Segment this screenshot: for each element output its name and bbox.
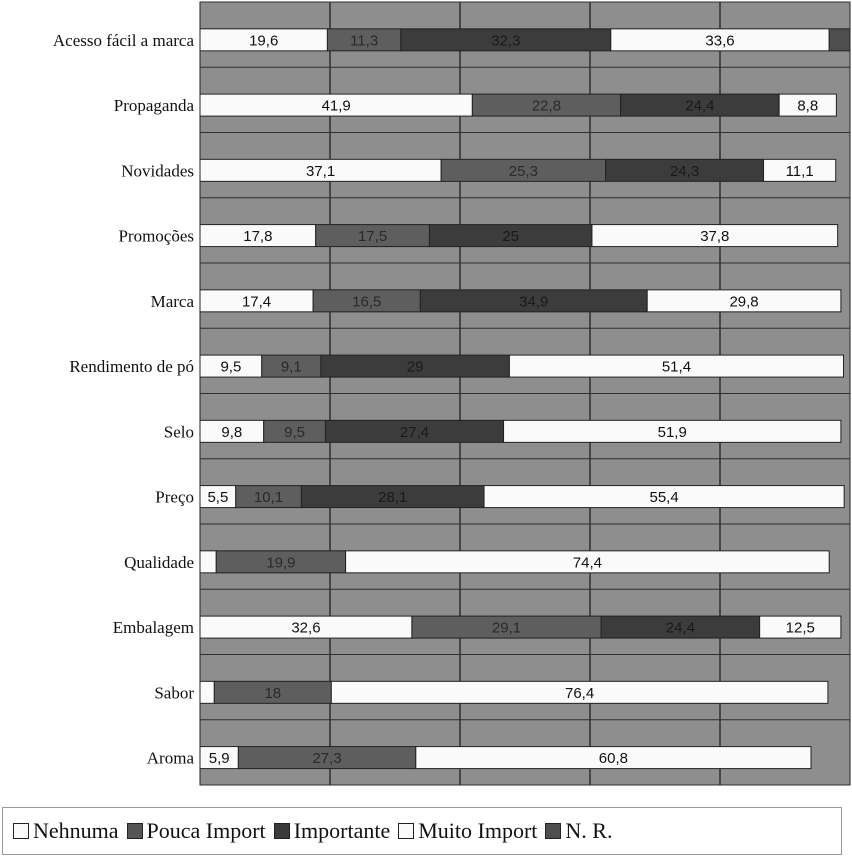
data-label: 51,4	[662, 359, 691, 376]
legend-label: Pouca Import	[146, 818, 266, 843]
data-label: 17,8	[243, 228, 272, 245]
legend-label: Muito Import	[418, 818, 538, 843]
chart: 19,6 11,3 32,3 33,6 41,9 22,8 24,4 8,8 37,1 25,3 2…	[53, 1, 851, 786]
data-label: 9,1	[281, 359, 302, 376]
bar-segment	[415, 746, 812, 770]
category-label: Promoções	[118, 227, 194, 246]
data-label: 37,1	[306, 163, 335, 180]
data-label: 18	[264, 685, 281, 702]
category-label: Propaganda	[114, 96, 195, 115]
data-label: 32,3	[491, 32, 520, 49]
data-label: 74,4	[573, 554, 602, 571]
legend-swatch	[126, 823, 143, 839]
data-label: 76,4	[565, 685, 594, 702]
legend-item-nehnuma: Nehnuma	[13, 818, 119, 844]
data-label: 9,5	[220, 359, 241, 376]
bar-segment	[759, 615, 842, 639]
legend-label: Importante	[293, 818, 391, 843]
legend: Nehnuma Pouca Import Importante Muito Im…	[2, 807, 842, 855]
plot-area: 19,6 11,3 32,3 33,6 41,9 22,8 24,4 8,8 37,1 25,3 2…	[199, 1, 851, 786]
legend-swatch	[273, 823, 290, 839]
data-label: 8,8	[797, 98, 818, 115]
bar-segment	[199, 680, 215, 704]
bar-segment	[763, 158, 837, 182]
legend-item-muito-import: Muito Import	[398, 818, 537, 844]
data-label: 51,9	[658, 424, 687, 441]
category-label: Selo	[164, 422, 194, 441]
data-label: 25,3	[509, 163, 538, 180]
legend-item-nr: N. R.	[545, 818, 612, 844]
category-label: Novidades	[121, 161, 194, 180]
legend-swatch	[13, 823, 29, 839]
data-label: 11,3	[350, 32, 378, 49]
bar-segment	[508, 354, 844, 378]
data-label: 41,9	[322, 98, 351, 115]
category-label: Embalagem	[113, 618, 194, 637]
category-label: Marca	[151, 292, 195, 311]
bar-segment	[828, 28, 851, 52]
data-label: 11,1	[786, 163, 814, 180]
category-label: Rendimento de pó	[69, 357, 194, 376]
data-label: 60,8	[599, 750, 628, 767]
data-label: 17,4	[242, 293, 271, 310]
bar-segment	[345, 550, 830, 574]
legend-swatch	[545, 823, 562, 839]
legend-item-pouca-import: Pouca Import	[126, 818, 266, 844]
data-label: 32,6	[291, 620, 320, 637]
data-label: 5,9	[209, 750, 230, 767]
data-label: 55,4	[649, 489, 678, 506]
data-label: 29,8	[729, 293, 758, 310]
data-label: 10,1	[254, 489, 283, 506]
data-label: 17,5	[358, 228, 387, 245]
category-label: Sabor	[154, 683, 194, 702]
bar-segment	[503, 419, 842, 443]
data-label: 22,8	[532, 98, 561, 115]
bar-segment	[778, 93, 837, 117]
bar-segment	[199, 550, 217, 574]
bar-segment	[483, 485, 845, 509]
data-label: 16,5	[352, 293, 381, 310]
category-label: Preço	[155, 488, 194, 507]
data-label: 28,1	[378, 489, 407, 506]
data-label: 27,4	[400, 424, 429, 441]
category-label: Acesso fácil a marca	[53, 31, 195, 50]
data-label: 37,8	[700, 228, 729, 245]
data-label: 29,1	[492, 620, 521, 637]
legend-item-importante: Importante	[273, 818, 391, 844]
data-label: 24,4	[685, 98, 714, 115]
category-label: Aroma	[147, 749, 195, 768]
legend-label: Nehnuma	[33, 818, 119, 843]
category-labels: Acesso fácil a marca Propaganda Novidades P…	[53, 31, 195, 768]
data-label: 25	[502, 228, 519, 245]
data-label: 34,9	[519, 293, 548, 310]
data-label: 9,5	[284, 424, 305, 441]
data-label: 5,5	[207, 489, 228, 506]
data-label: 9,8	[221, 424, 242, 441]
legend-label: N. R.	[565, 818, 613, 843]
data-label: 24,4	[666, 620, 695, 637]
data-label: 27,3	[312, 750, 341, 767]
data-label: 12,5	[786, 620, 815, 637]
bar-segment	[646, 289, 842, 313]
data-label: 24,3	[670, 163, 699, 180]
bar-segment	[591, 224, 839, 248]
data-label: 19,9	[266, 554, 295, 571]
legend-swatch	[398, 823, 415, 839]
data-label: 29	[407, 359, 424, 376]
category-label: Qualidade	[124, 553, 194, 572]
data-label: 19,6	[249, 32, 278, 49]
data-label: 33,6	[705, 32, 734, 49]
bar-segment	[330, 680, 829, 704]
